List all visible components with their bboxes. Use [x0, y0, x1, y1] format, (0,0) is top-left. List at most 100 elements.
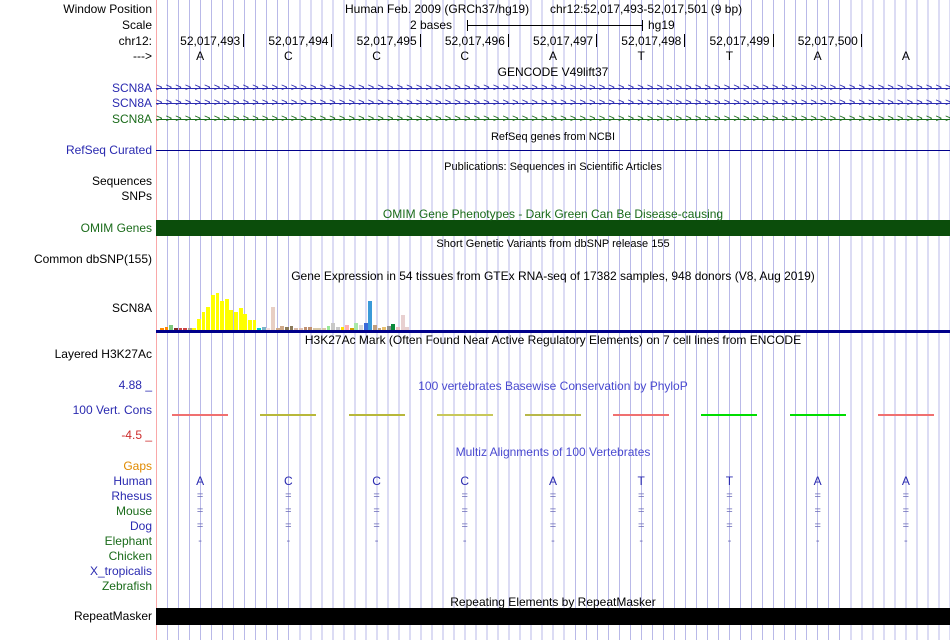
- multiz-row-elephant[interactable]: ---------: [156, 535, 950, 548]
- gencode-row-label-3[interactable]: SCN8A: [111, 112, 152, 126]
- gtex-tissue-bar[interactable]: [308, 326, 312, 330]
- multiz-align-mark: =: [726, 490, 733, 502]
- layered-h3k27ac-label[interactable]: Layered H3K27Ac: [54, 347, 152, 361]
- multiz-species-label-zebrafish[interactable]: Zebrafish: [101, 579, 152, 593]
- gtex-tissue-bar[interactable]: [261, 327, 266, 330]
- gtex-tissue-bar[interactable]: [247, 320, 252, 330]
- position-label[interactable]: chr12:52,017,493-52,017,501 (9 bp): [550, 2, 743, 16]
- gtex-tissue-bar[interactable]: [396, 326, 400, 330]
- gtex-tissue-bar[interactable]: [363, 323, 368, 330]
- gtex-tissue-bar[interactable]: [349, 327, 354, 330]
- multiz-species-label-elephant[interactable]: Elephant: [104, 534, 152, 548]
- multiz-species-label-chicken[interactable]: Chicken: [108, 549, 152, 563]
- gtex-tissue-bar[interactable]: [289, 326, 294, 330]
- gtex-tissue-bar[interactable]: [312, 328, 317, 330]
- multiz-species-label-dog[interactable]: Dog: [129, 519, 152, 533]
- gtex-tissue-bar[interactable]: [266, 328, 271, 330]
- gtex-tissue-bar[interactable]: [372, 325, 377, 330]
- gtex-tissue-bar[interactable]: [173, 328, 178, 330]
- gtex-tissue-bar[interactable]: [391, 324, 396, 330]
- gtex-tissue-bar[interactable]: [303, 327, 308, 330]
- gtex-tissue-bar[interactable]: [243, 314, 248, 330]
- multiz-species-label-mouse[interactable]: Mouse: [115, 504, 152, 518]
- multiz-align-mark: =: [638, 490, 645, 502]
- gtex-tissue-bar[interactable]: [335, 327, 340, 330]
- gencode-row-label-2[interactable]: SCN8A: [111, 96, 152, 110]
- publications-sequences-label[interactable]: Sequences: [91, 174, 152, 188]
- gtex-tissue-bar[interactable]: [317, 328, 322, 330]
- gtex-tissue-bar[interactable]: [187, 328, 192, 330]
- gtex-tissue-bar[interactable]: [229, 310, 234, 330]
- multiz-align-mark: =: [549, 520, 557, 532]
- gtex-tissue-bar[interactable]: [340, 327, 345, 330]
- gtex-tissue-bar[interactable]: [234, 311, 238, 330]
- multiz-row-mouse[interactable]: = = = = = = = = =: [156, 505, 950, 518]
- gtex-tissue-bar[interactable]: [252, 319, 257, 330]
- gtex-tissue-bar[interactable]: [354, 323, 359, 330]
- gtex-tissue-bar[interactable]: [359, 324, 363, 330]
- multiz-species-label-x_tropicalis[interactable]: X_tropicalis: [89, 564, 152, 578]
- gtex-tissue-bar[interactable]: [183, 327, 187, 330]
- multiz-base: C: [283, 474, 293, 488]
- gtex-tissue-bar[interactable]: [285, 326, 289, 330]
- gencode-transcript-row-2[interactable]: >>>>>>>>>>>>>>>>>>>>>>>>>>>>>>>>>>>>>>>>…: [156, 97, 950, 110]
- refseq-curated-line[interactable]: [156, 150, 950, 151]
- omim-genes-label[interactable]: OMIM Genes: [80, 221, 152, 235]
- gtex-expression-barchart[interactable]: [156, 288, 950, 333]
- gtex-tissue-bar[interactable]: [326, 326, 331, 330]
- gtex-tissue-bar[interactable]: [206, 306, 211, 330]
- gtex-tissue-bar[interactable]: [294, 327, 299, 330]
- gtex-tissue-bar[interactable]: [400, 314, 405, 330]
- gtex-tissue-bar[interactable]: [178, 328, 183, 330]
- multiz-base: C: [460, 474, 470, 488]
- gencode-transcript-row-1[interactable]: >>>>>>>>>>>>>>>>>>>>>>>>>>>>>>>>>>>>>>>>…: [156, 82, 950, 95]
- omim-gene-band[interactable]: [156, 220, 950, 236]
- gencode-transcript-row-3[interactable]: >>>>>>>>>>>>>>>>>>>>>>>>>>>>>>>>>>>>>>>>…: [156, 113, 950, 126]
- gtex-tissue-bar[interactable]: [405, 327, 410, 330]
- common-dbsnp-label[interactable]: Common dbSNP(155): [33, 252, 152, 266]
- gtex-tissue-bar[interactable]: [192, 328, 197, 330]
- multiz-species-label-rhesus[interactable]: Rhesus: [111, 489, 152, 503]
- gtex-tissue-bar[interactable]: [169, 325, 174, 330]
- gtex-tissue-bar[interactable]: [201, 312, 206, 330]
- conservation-segment: [525, 414, 581, 416]
- gtex-tissue-bar[interactable]: [215, 292, 220, 330]
- gtex-tissue-bar[interactable]: [322, 328, 326, 330]
- gtex-tissue-bar[interactable]: [382, 327, 387, 330]
- publications-snps-label[interactable]: SNPs: [121, 189, 152, 203]
- gtex-tissue-bar[interactable]: [271, 306, 275, 330]
- repeatmasker-band[interactable]: [156, 608, 950, 625]
- gtex-tissue-bar[interactable]: [220, 300, 224, 330]
- phylop-conservation-track[interactable]: [156, 400, 950, 430]
- phylop-track-label[interactable]: 100 Vert. Cons: [72, 403, 152, 417]
- gtex-tissue-bar[interactable]: [224, 299, 229, 330]
- gtex-tissue-bar[interactable]: [275, 328, 280, 330]
- conservation-segment: [877, 414, 934, 416]
- gtex-tissue-bar[interactable]: [386, 325, 391, 330]
- gtex-tissue-bar[interactable]: [197, 318, 201, 330]
- gencode-row-label-1[interactable]: SCN8A: [111, 81, 152, 95]
- conservation-segment: [172, 414, 229, 416]
- gtex-tissue-bar[interactable]: [164, 326, 169, 330]
- multiz-row-rhesus[interactable]: = = = = = = = = =: [156, 490, 950, 503]
- gtex-tissue-bar[interactable]: [368, 300, 373, 330]
- gtex-tissue-bar[interactable]: [257, 328, 262, 330]
- gtex-gene-label[interactable]: SCN8A: [111, 301, 152, 315]
- repeatmasker-label[interactable]: RepeatMasker: [73, 609, 152, 623]
- ruler-tick: [507, 34, 509, 47]
- gtex-tissue-bar[interactable]: [238, 308, 243, 330]
- gaps-label[interactable]: Gaps: [123, 459, 152, 473]
- gtex-tissue-bar[interactable]: [331, 322, 336, 330]
- gtex-tissue-bar[interactable]: [345, 325, 349, 330]
- gtex-tissue-bar[interactable]: [280, 326, 285, 330]
- gtex-tissue-bar[interactable]: [298, 328, 303, 330]
- multiz-species-label-human[interactable]: Human: [113, 474, 152, 488]
- ruler-coordinate: 52,017,494: [268, 34, 329, 48]
- gtex-tissue-bar[interactable]: [377, 328, 382, 330]
- multiz-row-dog[interactable]: = = = = = = = = =: [156, 520, 950, 533]
- refseq-curated-label[interactable]: RefSeq Curated: [65, 143, 152, 157]
- gtex-tissue-bar[interactable]: [210, 295, 215, 330]
- gtex-tissue-bar[interactable]: [160, 328, 164, 330]
